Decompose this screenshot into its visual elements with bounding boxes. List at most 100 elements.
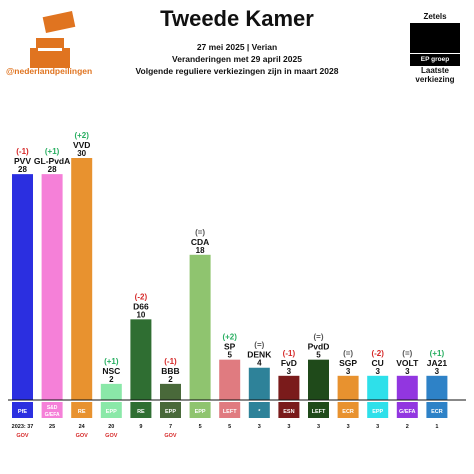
party-label: GL-PvdA [34, 156, 70, 166]
ep-group-label: ECR [431, 409, 443, 415]
value-label: 30 [77, 149, 86, 158]
chart-title: Tweede Kamer [160, 6, 314, 31]
value-label: 28 [48, 165, 57, 174]
ep-group-label: EPP [195, 409, 206, 415]
legend-seats-label: Zetels [423, 12, 447, 21]
social-handle: @nederlandpeilingen [6, 66, 93, 76]
change-label: (=) [195, 228, 205, 237]
ep-group-label: RE [137, 409, 145, 415]
bar-fvd [278, 375, 300, 400]
bar-vvd [71, 158, 93, 400]
bar-cda [189, 254, 211, 400]
party-label: FvD [281, 358, 297, 368]
ep-group-box [100, 402, 122, 418]
change-label: (+1) [104, 357, 119, 366]
logo [10, 8, 102, 88]
party-label: VVD [73, 140, 90, 150]
subtitle-next-election: Volgende reguliere verkiezingen zijn in … [135, 66, 339, 76]
ep-group-box [189, 402, 211, 418]
bar-sp [219, 359, 241, 400]
last-election-value: 3 [347, 424, 350, 430]
change-label: (=) [343, 349, 353, 358]
legend-last-label: Laatste [420, 66, 449, 75]
last-election-value: 24 [79, 424, 86, 430]
party-label: PVV [14, 156, 31, 166]
last-election-value: 3 [317, 424, 320, 430]
ep-group-label: EPP [372, 409, 383, 415]
ep-group-box [160, 402, 181, 418]
party-label: NSC [102, 366, 120, 376]
ep-group-box [278, 402, 300, 418]
value-label: 5 [316, 351, 321, 360]
party-label: JA21 [427, 358, 448, 368]
ep-group-label: EPP [106, 409, 117, 415]
bar-denk [248, 367, 270, 400]
value-label: 2 [168, 375, 173, 384]
ep-group-label: PfE [18, 409, 28, 415]
ep-group-box [12, 402, 33, 418]
subtitle-date: 27 mei 2025 | Verian [196, 42, 278, 52]
last-election-value: 25 [49, 424, 55, 430]
ep-group-label: RE [78, 409, 86, 415]
party-label: SP [224, 342, 236, 352]
bar-sgp [337, 375, 359, 400]
ep-group-box [219, 402, 241, 418]
change-label: (-2) [371, 349, 384, 358]
party-label: BBB [161, 366, 179, 376]
bar-gl-pvda [41, 174, 63, 400]
legend-bar-swatch [410, 23, 460, 53]
last-election-value: 5 [199, 424, 202, 430]
subtitle-changes: Veranderingen met 29 april 2025 [172, 54, 302, 64]
last-election-value: 20 [108, 424, 114, 430]
change-label: (+2) [222, 333, 237, 342]
value-label: 3 [287, 367, 292, 376]
last-election-value: 3 [287, 424, 290, 430]
change-label: (=) [314, 333, 324, 342]
legend-ep-group: EP groep [410, 54, 460, 66]
last-election-value: 1 [435, 424, 438, 430]
value-label: 5 [227, 351, 232, 360]
last-election-value: 9 [139, 424, 142, 430]
ep-group-box [367, 402, 389, 418]
bar-bbb [160, 383, 181, 400]
change-label: (-2) [135, 292, 148, 301]
value-label: 4 [257, 359, 262, 368]
party-label: PvdD [308, 342, 330, 352]
gov-label: GOV [164, 433, 177, 439]
ep-group-box [130, 402, 152, 418]
gov-label: GOV [76, 433, 89, 439]
legend-election-label: verkiezing [415, 75, 455, 84]
gov-label: GOV [105, 433, 118, 439]
ep-group-label: G/EFA [45, 412, 60, 418]
ep-group-box [337, 402, 359, 418]
party-label: DENK [247, 350, 272, 360]
ep-group-label: ECR [342, 409, 354, 415]
value-label: 3 [346, 367, 351, 376]
value-label: 10 [136, 310, 145, 319]
value-label: 18 [196, 246, 205, 255]
value-label: 2 [109, 375, 114, 384]
ep-group-label: S&D [47, 405, 58, 411]
party-label: VOLT [396, 358, 419, 368]
ep-group-box [248, 402, 270, 418]
change-label: (+1) [45, 147, 60, 156]
last-election-value: 2023: 37 [12, 424, 34, 430]
value-label: 3 [405, 367, 410, 376]
ep-group-label: ESN [283, 409, 294, 415]
bar-volt [396, 375, 418, 400]
last-election-value: 7 [169, 424, 172, 430]
ep-group-label: * [258, 409, 261, 415]
bar-d66 [130, 319, 152, 400]
ep-group-label: LEFT [312, 409, 326, 415]
ep-group-box [396, 402, 418, 418]
bar-ja21 [426, 375, 448, 400]
party-label: D66 [133, 301, 149, 311]
bar-nsc [100, 383, 122, 400]
bar-pvv [12, 174, 33, 400]
change-label: (-1) [164, 357, 177, 366]
ep-group-box [426, 402, 448, 418]
change-label: (+2) [74, 131, 89, 140]
last-election-value: 2 [406, 424, 409, 430]
value-label: 3 [435, 367, 440, 376]
